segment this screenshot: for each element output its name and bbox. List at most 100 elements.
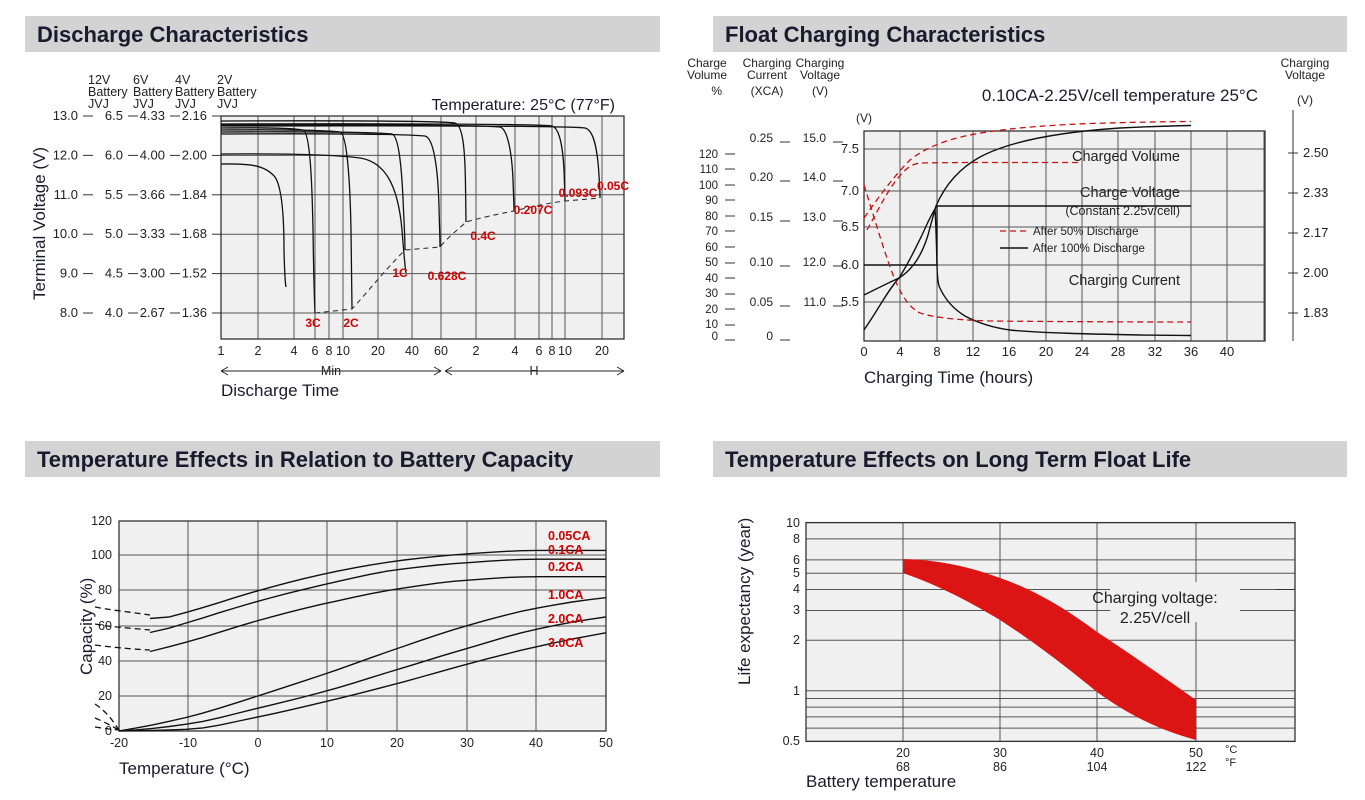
svg-text:2.33: 2.33 — [1303, 185, 1328, 200]
svg-text:11.0: 11.0 — [54, 187, 78, 202]
svg-text:12.0: 12.0 — [803, 255, 827, 269]
svg-text:2C: 2C — [343, 316, 359, 330]
svg-text:24: 24 — [1075, 344, 1089, 359]
svg-text:Battery temperature: Battery temperature — [806, 772, 956, 791]
svg-text:13.0: 13.0 — [53, 108, 78, 123]
svg-text:(XCA): (XCA) — [751, 84, 784, 98]
svg-text:4: 4 — [512, 344, 519, 358]
svg-text:5: 5 — [793, 566, 800, 580]
svg-text:%: % — [711, 84, 722, 98]
svg-text:-10: -10 — [179, 736, 197, 750]
svg-text:°C: °C — [1225, 744, 1237, 756]
svg-text:40: 40 — [529, 736, 543, 750]
svg-text:1: 1 — [793, 684, 800, 698]
svg-text:Capacity (%): Capacity (%) — [77, 578, 96, 675]
svg-text:0: 0 — [860, 344, 867, 359]
svg-text:5.0: 5.0 — [105, 226, 123, 241]
svg-text:Discharge Characteristics: Discharge Characteristics — [37, 22, 308, 47]
svg-text:(Constant 2.25v/cell): (Constant 2.25v/cell) — [1065, 204, 1180, 218]
svg-text:0: 0 — [255, 736, 262, 750]
svg-text:2.0CA: 2.0CA — [548, 612, 583, 626]
svg-text:After 100% Discharge: After 100% Discharge — [1033, 243, 1145, 255]
svg-text:8: 8 — [326, 344, 333, 358]
svg-text:1.0CA: 1.0CA — [548, 588, 583, 602]
svg-text:0.10: 0.10 — [750, 255, 774, 269]
svg-text:4: 4 — [793, 582, 800, 596]
svg-text:10: 10 — [558, 344, 572, 358]
svg-text:0.1CA: 0.1CA — [548, 543, 583, 557]
svg-text:2.16: 2.16 — [182, 108, 207, 123]
svg-text:122: 122 — [1186, 760, 1207, 774]
svg-text:(V): (V) — [1297, 93, 1313, 107]
svg-text:40: 40 — [1090, 746, 1104, 760]
svg-text:20: 20 — [371, 344, 385, 358]
svg-text:1.52: 1.52 — [182, 266, 207, 281]
svg-text:Terminal Voltage (V): Terminal Voltage (V) — [30, 147, 49, 300]
svg-text:60: 60 — [705, 242, 718, 254]
svg-text:30: 30 — [705, 288, 718, 300]
svg-text:Charging Time (hours): Charging Time (hours) — [864, 368, 1033, 387]
svg-text:30: 30 — [460, 736, 474, 750]
svg-text:0.5: 0.5 — [783, 734, 800, 748]
svg-text:After 50% Discharge: After 50% Discharge — [1033, 226, 1138, 238]
svg-text:20: 20 — [98, 689, 112, 703]
svg-text:10: 10 — [320, 736, 334, 750]
svg-text:36: 36 — [1184, 344, 1198, 359]
svg-text:5.5: 5.5 — [841, 294, 859, 309]
svg-text:2.25V/cell: 2.25V/cell — [1120, 610, 1190, 627]
svg-text:0: 0 — [712, 331, 718, 343]
svg-text:32: 32 — [1148, 344, 1162, 359]
svg-text:12: 12 — [966, 344, 980, 359]
svg-text:4.33: 4.33 — [140, 108, 165, 123]
svg-text:110: 110 — [700, 164, 718, 176]
svg-text:40: 40 — [705, 273, 718, 285]
svg-text:Charging Current: Charging Current — [1069, 273, 1180, 289]
svg-text:2.50: 2.50 — [1303, 145, 1328, 160]
svg-text:4: 4 — [896, 344, 903, 359]
svg-text:2.17: 2.17 — [1303, 225, 1328, 240]
svg-text:Charging voltage:: Charging voltage: — [1092, 590, 1217, 607]
svg-text:°F: °F — [1225, 757, 1236, 769]
svg-text:4: 4 — [291, 344, 298, 358]
svg-text:Float Charging Characteristics: Float Charging Characteristics — [725, 22, 1045, 47]
svg-text:2.67: 2.67 — [140, 305, 165, 320]
svg-text:86: 86 — [993, 760, 1007, 774]
svg-text:0.207C: 0.207C — [514, 203, 553, 217]
svg-text:2: 2 — [255, 344, 262, 358]
svg-text:100: 100 — [699, 180, 718, 192]
svg-text:0.2CA: 0.2CA — [548, 560, 583, 574]
svg-text:Life expectancy (year): Life expectancy (year) — [735, 518, 754, 685]
svg-text:80: 80 — [705, 211, 718, 223]
svg-text:Min: Min — [321, 364, 341, 378]
svg-text:-20: -20 — [110, 736, 128, 750]
svg-text:0.628C: 0.628C — [428, 269, 467, 283]
svg-text:100: 100 — [91, 548, 112, 562]
svg-text:8: 8 — [793, 532, 800, 546]
svg-text:80: 80 — [98, 583, 112, 597]
svg-text:40: 40 — [1220, 344, 1234, 359]
svg-text:(V): (V) — [856, 111, 872, 125]
svg-text:90: 90 — [705, 195, 718, 207]
svg-text:0.15: 0.15 — [750, 210, 774, 224]
svg-text:20: 20 — [1039, 344, 1053, 359]
svg-text:Voltage: Voltage — [1285, 68, 1325, 82]
svg-text:Voltage: Voltage — [800, 68, 840, 82]
svg-text:3: 3 — [793, 603, 800, 617]
svg-text:0.4C: 0.4C — [470, 229, 496, 243]
svg-text:1.84: 1.84 — [182, 187, 207, 202]
svg-text:10: 10 — [336, 344, 350, 358]
svg-text:6: 6 — [312, 344, 319, 358]
svg-text:6.0: 6.0 — [105, 147, 123, 162]
svg-text:20: 20 — [705, 304, 718, 316]
svg-text:4.0: 4.0 — [105, 305, 123, 320]
svg-text:Charged Volume: Charged Volume — [1072, 149, 1180, 165]
svg-text:3.66: 3.66 — [140, 187, 165, 202]
svg-text:2.00: 2.00 — [1303, 265, 1328, 280]
svg-text:10.0: 10.0 — [53, 226, 78, 241]
svg-text:2.00: 2.00 — [182, 147, 207, 162]
svg-text:4.5: 4.5 — [105, 266, 123, 281]
svg-text:20: 20 — [595, 344, 609, 358]
svg-text:120: 120 — [91, 514, 112, 528]
svg-text:15.0: 15.0 — [803, 131, 827, 145]
svg-text:0.05: 0.05 — [750, 295, 774, 309]
